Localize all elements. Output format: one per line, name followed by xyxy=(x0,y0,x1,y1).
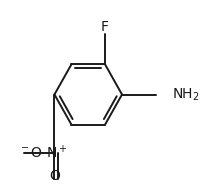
Text: $^-$O: $^-$O xyxy=(18,146,42,160)
Text: F: F xyxy=(101,20,109,34)
Text: N$^+$: N$^+$ xyxy=(46,144,67,161)
Text: O: O xyxy=(49,169,60,183)
Text: NH$_2$: NH$_2$ xyxy=(172,86,199,103)
